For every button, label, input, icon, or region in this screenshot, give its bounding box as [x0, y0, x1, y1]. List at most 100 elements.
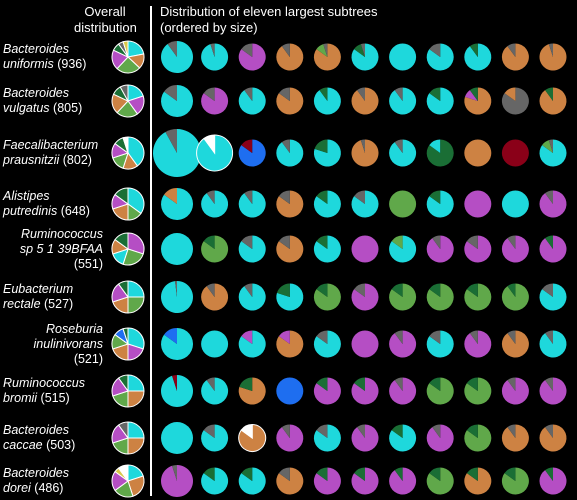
- species-label: Ruminococcus sp 5 1 39BFAA (551): [3, 227, 103, 272]
- subtree-pie: [238, 283, 266, 311]
- pie-slice-green: [201, 235, 229, 263]
- species-genus: Ruminococcus: [21, 226, 103, 241]
- pie-slice-cyan: [501, 190, 529, 218]
- pie-slice-cyan: [127, 374, 145, 392]
- overall-pie: [111, 464, 145, 498]
- pie-slice-cyan: [238, 87, 266, 115]
- species-count: (503): [46, 438, 76, 452]
- subtree-pie: [201, 190, 229, 218]
- pie-slice-purple: [238, 43, 266, 71]
- pie-slice-darkgreen: [354, 377, 365, 391]
- pie-slice-white: [117, 464, 129, 483]
- pie-slice-green: [426, 467, 454, 495]
- pie-slice-cyan: [238, 467, 266, 495]
- pie-slice-cyan: [389, 235, 417, 263]
- subtree-pie: [313, 283, 341, 311]
- pie-slice-gray: [394, 330, 403, 344]
- species-epithet: caccae: [3, 438, 43, 452]
- pie-slice-purple: [201, 87, 229, 115]
- subtree-pie: [426, 235, 454, 263]
- pie-slice-gray: [507, 377, 516, 391]
- pie-slice-gray: [432, 424, 441, 438]
- subtree-pie: [196, 134, 234, 172]
- species-label: Eubacterium rectale (527): [3, 282, 103, 312]
- pie-slice-gray: [203, 87, 215, 101]
- subtree-pie: [464, 377, 492, 405]
- pie-slice-gray: [357, 87, 365, 101]
- pie-slice-darkgreen: [114, 232, 129, 250]
- subtree-pie: [276, 235, 304, 263]
- subtree-pie: [464, 190, 492, 218]
- pie-slice-orange: [504, 87, 516, 101]
- species-label: Faecalibacterium prausnitzii (802): [3, 138, 103, 168]
- species-genus: Alistipes: [3, 189, 50, 203]
- pie-slice-cyan: [313, 87, 341, 115]
- subtree-pie: [426, 424, 454, 452]
- pie-slice-gray: [281, 424, 290, 438]
- subtree-pie: [539, 190, 567, 218]
- pie-slice-darkgreen: [354, 467, 365, 481]
- subtree-pie: [464, 424, 492, 452]
- pie-slice-gray: [316, 424, 328, 438]
- overall-pie: [111, 232, 145, 266]
- pie-slice-gray: [281, 43, 290, 57]
- pie-slice-darkgreen: [122, 327, 129, 345]
- subtree-pie: [501, 87, 529, 115]
- species-epithet: vulgatus: [3, 101, 50, 115]
- pie-slice-darkgreen: [466, 283, 478, 297]
- overall-pie: [111, 421, 145, 455]
- pie-slice-gray: [394, 87, 403, 101]
- pie-slice-cyan: [389, 87, 417, 115]
- pie-slice-purple: [127, 232, 145, 255]
- pie-slice-blue: [238, 139, 266, 167]
- species-genus: Eubacterium: [3, 282, 74, 296]
- subtree-pie: [313, 467, 341, 495]
- subtree-pie: [238, 467, 266, 495]
- pie-slice-purple: [464, 330, 492, 358]
- subtree-pie: [160, 465, 193, 498]
- overall-distribution-header: Overall distribution: [74, 4, 137, 36]
- species-genus: Bacteroides: [3, 86, 70, 100]
- pie-slice-darkgreen: [314, 139, 328, 153]
- pie-slice-gray: [360, 43, 365, 57]
- overall-pie: [111, 40, 145, 74]
- pie-slice-gray: [278, 87, 290, 101]
- subtree-pie: [539, 424, 567, 452]
- pie-slice-gray: [278, 190, 290, 204]
- pie-slice-cyan: [161, 233, 193, 265]
- subtree-pie: [539, 467, 567, 495]
- pie-slice-cyan: [238, 190, 266, 218]
- species-epithet: rectale: [3, 297, 41, 311]
- species-label: Bacteroides uniformis (936): [3, 42, 103, 72]
- pie-slice-cyan: [313, 190, 341, 218]
- pie-slice-darkgreen: [391, 424, 403, 438]
- pie-slice-cyan: [160, 188, 193, 220]
- subtree-pie: [426, 87, 454, 115]
- pie-slice-darkred: [172, 375, 177, 391]
- subtree-pie: [238, 330, 266, 358]
- subtree-pie: [201, 330, 229, 358]
- subtree-pie: [313, 377, 341, 405]
- subtree-pie: [426, 377, 454, 405]
- pie-slice-cyan: [161, 422, 193, 454]
- overall-header-line2: distribution: [74, 20, 137, 35]
- pie-slice-green: [426, 377, 454, 405]
- species-epithet: putredinis: [3, 204, 58, 218]
- subtree-pie: [313, 43, 341, 71]
- subtree-pie: [238, 139, 266, 167]
- pie-slice-gray: [545, 424, 553, 438]
- pie-slice-orange: [464, 467, 492, 495]
- pie-slice-darkgreen: [429, 190, 441, 204]
- subtree-pie: [238, 377, 266, 405]
- pie-slice-gray: [354, 190, 365, 204]
- species-epithet: bromii: [3, 391, 38, 405]
- species-epithet: prausnitzii: [3, 153, 60, 167]
- pie-slice-darkgreen: [466, 377, 478, 391]
- pie-slice-gray: [167, 41, 177, 57]
- subtree-pie: [501, 235, 529, 263]
- subtree-pie: [539, 139, 567, 167]
- pie-slice-darkgreen: [429, 283, 441, 297]
- pie-slice-gray: [164, 85, 177, 101]
- pie-slice-gray: [429, 330, 441, 344]
- subtree-pie: [313, 190, 341, 218]
